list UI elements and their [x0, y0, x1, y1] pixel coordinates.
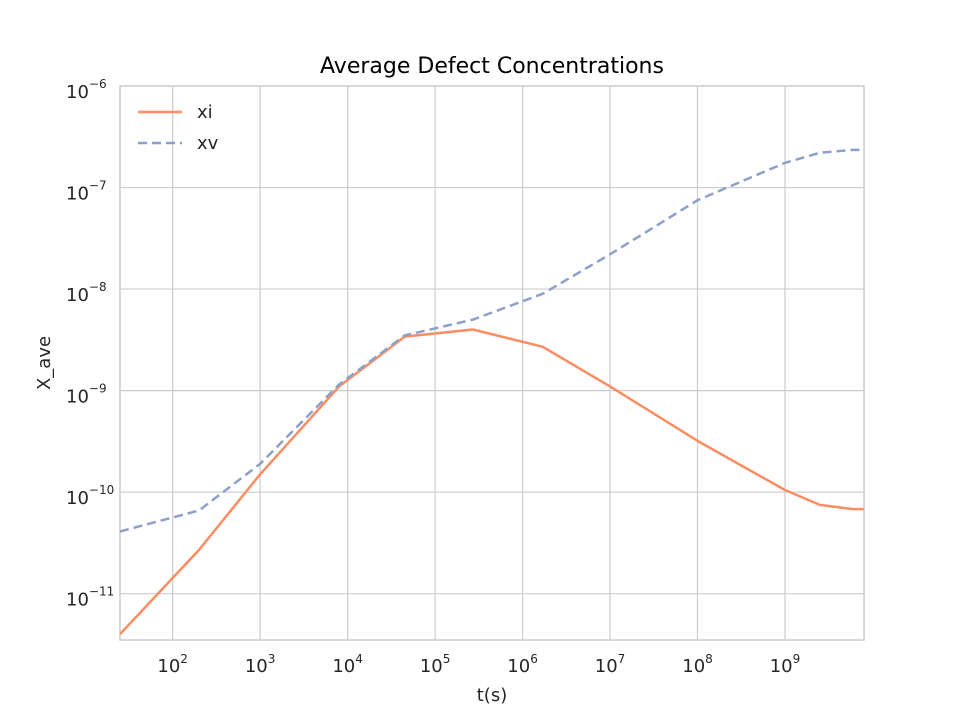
- y-tick-exponent: −6: [89, 77, 107, 91]
- y-axis-label: X_ave: [34, 336, 55, 390]
- legend-label-xv: xv: [197, 133, 219, 154]
- x-tick-exponent: 8: [705, 652, 713, 666]
- x-tick-base: 10: [332, 656, 355, 677]
- x-tick-label: 102: [157, 652, 188, 677]
- y-tick-base: 10: [66, 285, 89, 306]
- y-tick-base: 10: [66, 590, 89, 611]
- y-tick-base: 10: [66, 82, 89, 103]
- y-tick-base: 10: [66, 184, 89, 205]
- x-tick-exponent: 2: [180, 652, 188, 666]
- x-tick-exponent: 7: [618, 652, 626, 666]
- y-tick-label: 10−11: [66, 585, 114, 611]
- x-tick-base: 10: [420, 656, 443, 677]
- x-tick-label: 103: [245, 652, 276, 677]
- x-tick-exponent: 3: [268, 652, 276, 666]
- x-tick-exponent: 6: [530, 652, 538, 666]
- series-layer: [120, 148, 864, 635]
- y-tick-base: 10: [66, 488, 89, 509]
- y-tick-exponent: −9: [89, 382, 107, 396]
- y-tick-exponent: −11: [89, 585, 114, 599]
- x-tick-labels: 102 103 104 105 106 107 108 109: [157, 652, 800, 677]
- y-tick-label: 10−7: [66, 179, 107, 205]
- x-tick-base: 10: [682, 656, 705, 677]
- x-tick-label: 104: [332, 652, 363, 677]
- y-tick-label: 10−10: [66, 483, 114, 509]
- y-tick-exponent: −8: [89, 280, 107, 294]
- x-tick-label: 107: [595, 652, 626, 677]
- x-tick-label: 109: [770, 652, 801, 677]
- x-axis-label: t(s): [477, 685, 507, 706]
- series-line-xv: [120, 148, 864, 533]
- x-tick-base: 10: [770, 656, 793, 677]
- x-tick-base: 10: [245, 656, 268, 677]
- x-tick-base: 10: [157, 656, 180, 677]
- x-tick-label: 106: [507, 652, 538, 677]
- y-tick-label: 10−9: [66, 382, 107, 408]
- y-tick-exponent: −10: [89, 483, 114, 497]
- series-line-xi: [120, 328, 864, 635]
- x-tick-base: 10: [507, 656, 530, 677]
- y-tick-exponent: −7: [89, 179, 107, 193]
- x-tick-exponent: 5: [443, 652, 451, 666]
- chart-title: Average Defect Concentrations: [320, 54, 664, 79]
- legend-label-xi: xi: [197, 102, 213, 123]
- legend: xi xv: [138, 102, 219, 154]
- y-tick-base: 10: [66, 387, 89, 408]
- x-tick-label: 108: [682, 652, 713, 677]
- y-tick-label: 10−8: [66, 280, 107, 306]
- plot-area: [120, 86, 864, 640]
- y-tick-label: 10−6: [66, 77, 107, 103]
- plot-frame: [119, 85, 865, 641]
- x-tick-base: 10: [595, 656, 618, 677]
- x-tick-exponent: 4: [355, 652, 363, 666]
- x-tick-label: 105: [420, 652, 451, 677]
- x-tick-exponent: 9: [793, 652, 801, 666]
